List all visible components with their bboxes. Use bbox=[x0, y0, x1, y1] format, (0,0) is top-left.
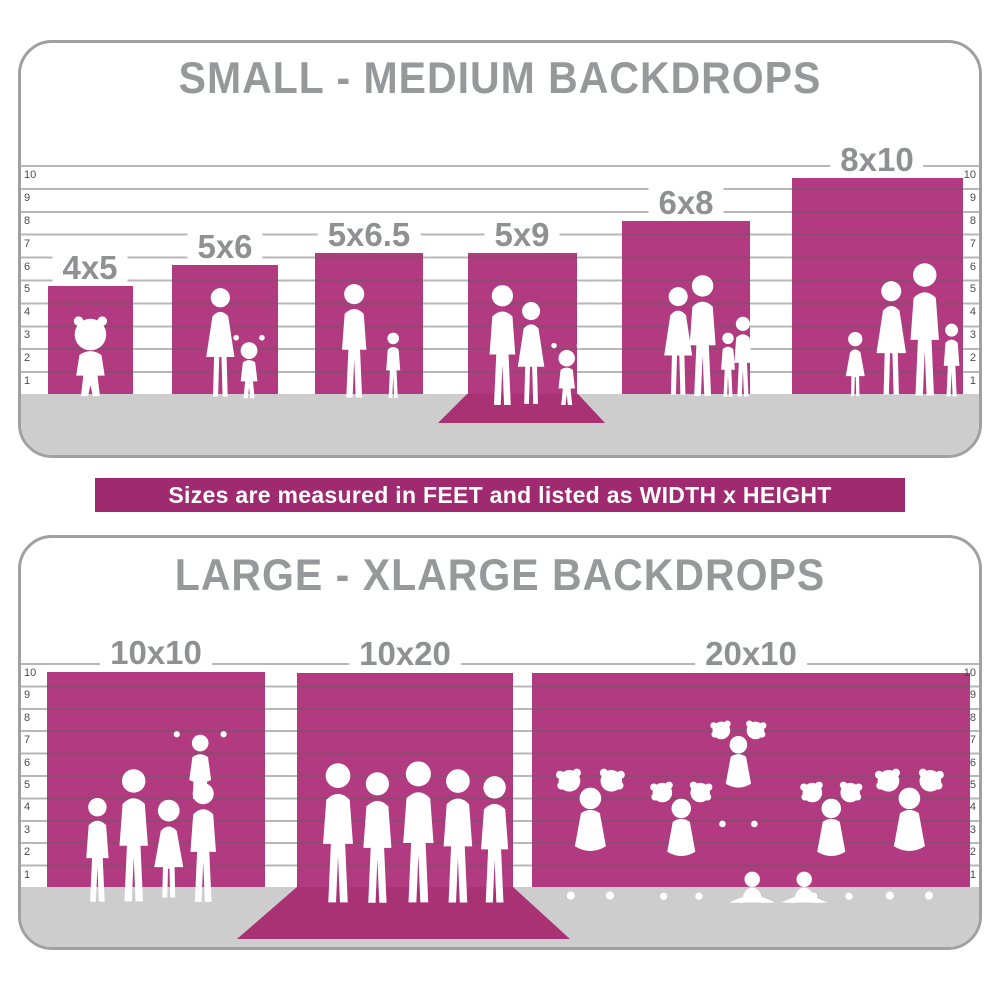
size-label-5x9: 5x9 bbox=[484, 217, 560, 253]
scale-tick: 3 bbox=[969, 329, 976, 342]
scale-tick: 3 bbox=[24, 823, 31, 836]
measurement-banner-text: Sizes are measured in FEET and listed as… bbox=[168, 481, 832, 508]
scale-tick: 7 bbox=[969, 237, 976, 250]
size-label-8x10: 8x10 bbox=[830, 142, 924, 178]
backdrop-sweep-10x20 bbox=[237, 887, 570, 939]
panel-small-medium: SMALL - MEDIUM BACKDROPS 10 9 8 7 6 5 4 3 2 1 10 9… bbox=[18, 40, 982, 458]
silhouette-mother-and-child bbox=[206, 288, 265, 399]
panel-large-xlarge: LARGE - XLARGE BACKDROPS 10 9 8 7 6 5 4 3 2 1 10 9… bbox=[18, 535, 982, 950]
scale-tick: 6 bbox=[24, 756, 31, 769]
scale-tick: 1 bbox=[969, 868, 976, 881]
scale-ticks-left: 10 9 8 7 6 5 4 3 2 1 bbox=[24, 166, 52, 395]
scale-tick: 8 bbox=[969, 214, 976, 227]
silhouette-group-of-five bbox=[321, 761, 510, 903]
size-label-20x10: 20x10 bbox=[695, 636, 807, 672]
scale-tick: 10 bbox=[24, 667, 37, 679]
silhouette-family-of-four-6x8 bbox=[664, 275, 753, 397]
backdrop-bar-8x10 bbox=[792, 178, 963, 394]
scale-tick: 5 bbox=[969, 778, 976, 791]
scale-ticks-left: 10 9 8 7 6 5 4 3 2 1 bbox=[24, 664, 52, 888]
backdrop-sweep-5x9 bbox=[438, 394, 605, 423]
scale-tick: 2 bbox=[969, 846, 976, 859]
scale-tick: 5 bbox=[969, 283, 976, 296]
scale-tick: 4 bbox=[969, 306, 976, 319]
scale-tick: 2 bbox=[969, 352, 976, 365]
scale-tick: 8 bbox=[24, 214, 31, 227]
scale-tick: 6 bbox=[969, 756, 976, 769]
scale-tick: 10 bbox=[963, 169, 976, 181]
size-label-10x20: 10x20 bbox=[349, 636, 461, 672]
silhouette-toddler-girl bbox=[66, 316, 115, 397]
scale-ticks-right: 10 9 8 7 6 5 4 3 2 1 bbox=[948, 664, 976, 888]
size-label-5x65: 5x6.5 bbox=[317, 217, 421, 253]
silhouette-family-of-three bbox=[488, 285, 583, 405]
scale-tick: 4 bbox=[969, 801, 976, 814]
silhouette-cheerleading-squad bbox=[555, 720, 944, 903]
silhouette-father-and-son bbox=[340, 284, 401, 398]
size-label-6x8: 6x8 bbox=[648, 185, 724, 221]
panel-title: SMALL - MEDIUM BACKDROPS bbox=[178, 53, 822, 103]
scale-tick: 9 bbox=[24, 191, 31, 204]
scale-tick: 7 bbox=[24, 237, 31, 250]
scale-tick: 3 bbox=[969, 823, 976, 836]
scale-tick: 1 bbox=[24, 868, 31, 881]
size-label-5x6: 5x6 bbox=[187, 229, 263, 265]
backdrop-bar-5x65 bbox=[315, 253, 423, 394]
scale-tick: 7 bbox=[969, 734, 976, 747]
scale-ticks-right: 10 9 8 7 6 5 4 3 2 1 bbox=[948, 166, 976, 395]
size-label-4x5: 4x5 bbox=[52, 250, 128, 286]
scale-tick: 10 bbox=[24, 169, 37, 181]
scale-tick: 4 bbox=[24, 801, 31, 814]
size-label-10x10: 10x10 bbox=[100, 635, 212, 671]
scale-tick: 4 bbox=[24, 306, 31, 319]
scale-tick: 9 bbox=[24, 689, 31, 702]
backdrop-bar-10x10 bbox=[47, 672, 265, 887]
scale-tick: 5 bbox=[24, 283, 31, 296]
scale-tick: 1 bbox=[969, 375, 976, 388]
silhouette-family-of-four-8x10 bbox=[845, 263, 961, 397]
scale-tick: 3 bbox=[24, 329, 31, 342]
measurement-banner: Sizes are measured in FEET and listed as… bbox=[95, 478, 905, 512]
scale-tick: 9 bbox=[969, 689, 976, 702]
panel-title: LARGE - XLARGE BACKDROPS bbox=[174, 550, 826, 600]
scale-tick: 2 bbox=[24, 846, 31, 859]
backdrop-bar-5x9 bbox=[468, 253, 577, 394]
scale-tick: 9 bbox=[969, 191, 976, 204]
scale-tick: 6 bbox=[24, 260, 31, 273]
scale-tick: 10 bbox=[963, 667, 976, 679]
scale-tick: 8 bbox=[24, 711, 31, 724]
scale-tick: 8 bbox=[969, 711, 976, 724]
scale-tick: 7 bbox=[24, 734, 31, 747]
scale-tick: 2 bbox=[24, 352, 31, 365]
silhouette-family-child-on-shoulders bbox=[85, 731, 227, 902]
scale-tick: 5 bbox=[24, 778, 31, 791]
scale-tick: 1 bbox=[24, 375, 31, 388]
scale-tick: 6 bbox=[969, 260, 976, 273]
